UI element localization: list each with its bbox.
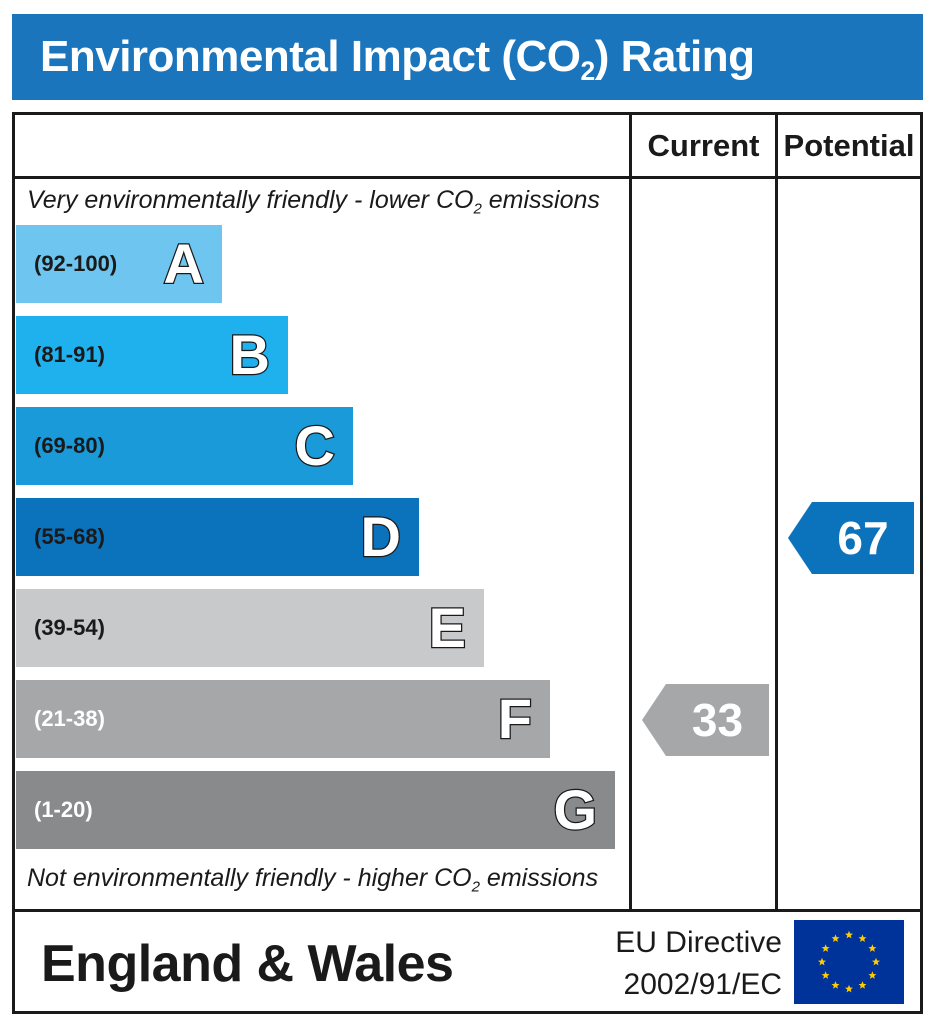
band-a: (92-100) A: [16, 225, 222, 303]
title-bar: Environmental Impact (CO2) Rating: [12, 14, 923, 100]
eu-flag-icon: [794, 920, 904, 1004]
band-letter-c: C: [293, 413, 336, 479]
footer-region: England & Wales: [41, 935, 454, 993]
band-letter-f: F: [497, 686, 534, 752]
band-range-b: (81-91): [34, 342, 105, 367]
band-letter-d: D: [359, 504, 402, 570]
band-range-d: (55-68): [34, 524, 105, 549]
flag-star-icon: [868, 944, 877, 952]
band-letter-a: A: [162, 231, 205, 297]
band-range-g: (1-20): [34, 797, 93, 822]
flag-star-icon: [831, 934, 840, 943]
band-d: (55-68) D: [16, 498, 419, 576]
band-g: (1-20) G: [16, 771, 615, 849]
band-range-a: (92-100): [34, 251, 118, 276]
current-rating-marker: 33: [642, 684, 769, 756]
flag-star-icon: [872, 957, 880, 966]
band-letter-b: B: [228, 322, 271, 388]
column-header-current: Current: [647, 128, 760, 163]
footer-directive: EU Directive 2002/91/EC: [615, 922, 782, 1006]
note-bottom: Not environmentally friendly - higher CO…: [27, 864, 599, 896]
band-c: (69-80) C: [16, 407, 353, 485]
header-divider: [12, 176, 923, 179]
directive-line-1: EU Directive: [615, 926, 782, 959]
potential-rating-value: 67: [837, 512, 889, 564]
flag-star-icon: [845, 930, 853, 939]
potential-marker-arrow: [788, 502, 914, 574]
flag-star-icon: [858, 981, 867, 989]
flag-star-icon: [818, 957, 826, 966]
column-header-potential: Potential: [783, 128, 915, 163]
flag-star-icon: [821, 971, 830, 979]
current-rating-value: 33: [691, 694, 744, 746]
divider-potential: [775, 112, 778, 912]
flag-star-icon: [858, 934, 867, 943]
band-range-f: (21-38): [34, 706, 105, 731]
flag-star-icon: [845, 984, 853, 993]
flag-star-icon: [821, 944, 830, 952]
band-e: (39-54) E: [16, 589, 484, 667]
directive-line-2: 2002/91/EC: [623, 968, 782, 1001]
band-range-e: (39-54): [34, 615, 105, 640]
flag-star-icon: [831, 981, 840, 989]
band-range-c: (69-80): [34, 433, 105, 458]
note-top: Very environmentally friendly - lower CO…: [27, 186, 600, 218]
page-title: Environmental Impact (CO2) Rating: [40, 32, 755, 87]
footer: England & Wales EU Directive 2002/91/EC: [12, 909, 923, 1014]
band-letter-g: G: [552, 777, 598, 843]
band-f: (21-38) F: [16, 680, 550, 758]
flag-star-icon: [868, 971, 877, 979]
band-letter-e: E: [427, 595, 467, 661]
divider-current: [629, 112, 632, 912]
band-b: (81-91) B: [16, 316, 288, 394]
potential-rating-marker: 67: [788, 502, 914, 574]
current-marker-arrow: [642, 684, 769, 756]
